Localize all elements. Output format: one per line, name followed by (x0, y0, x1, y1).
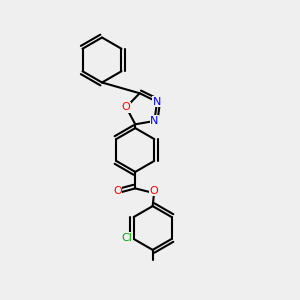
Text: N: N (150, 116, 159, 126)
Text: O: O (113, 186, 122, 196)
Text: Cl: Cl (122, 233, 133, 243)
Text: O: O (122, 102, 130, 112)
Text: N: N (153, 97, 161, 107)
Text: O: O (149, 186, 158, 196)
